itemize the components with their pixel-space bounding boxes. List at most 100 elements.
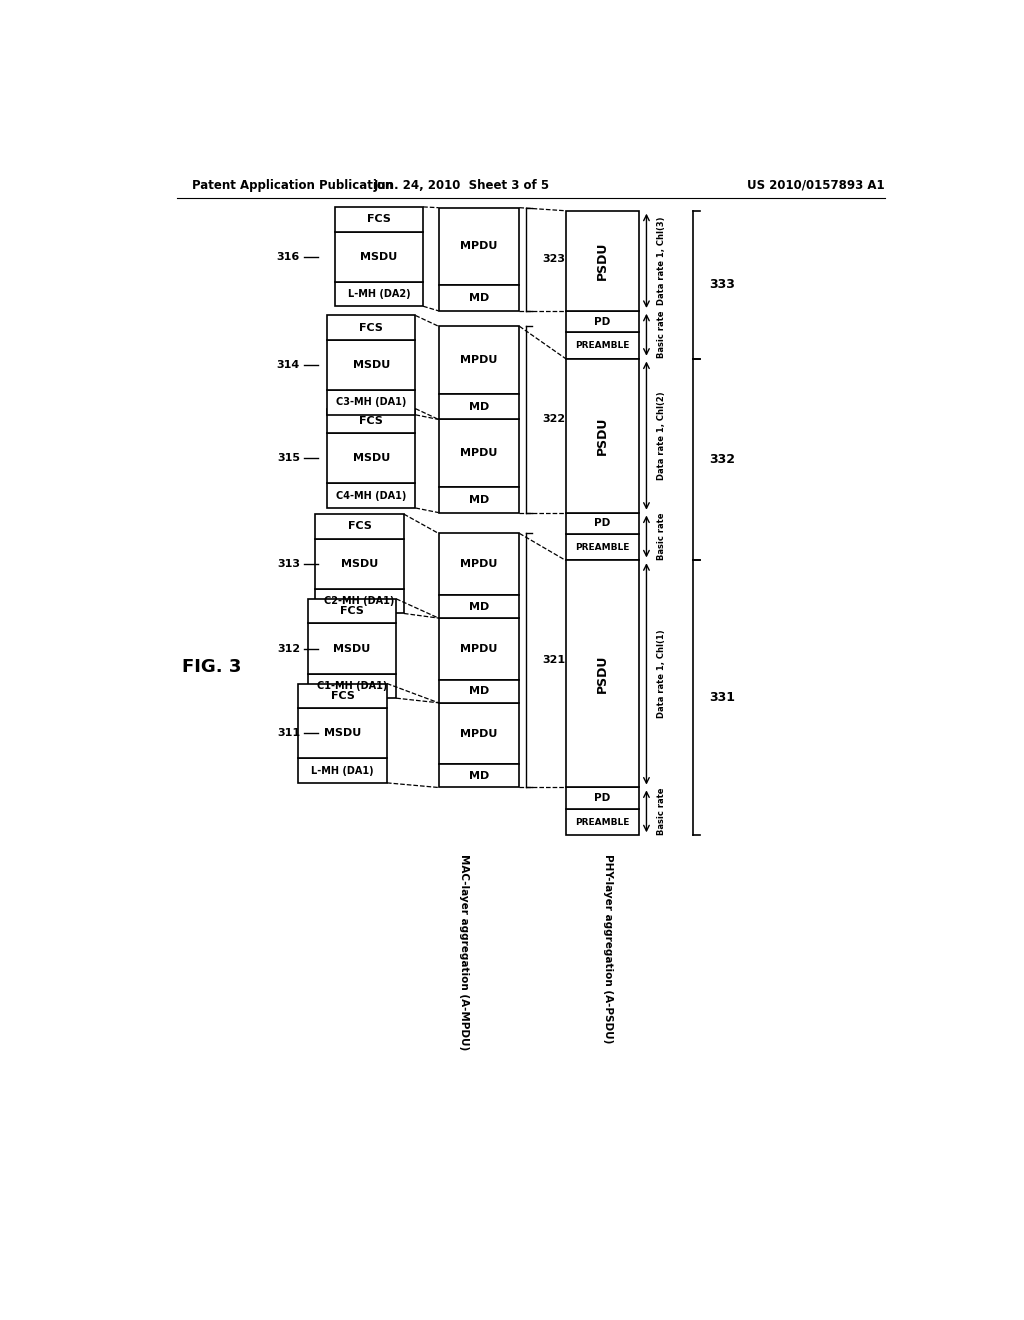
- Bar: [565, 512, 639, 535]
- Text: FCS: FCS: [348, 521, 372, 532]
- Text: PHY-layer aggregation (A-PSDU): PHY-layer aggregation (A-PSDU): [603, 854, 613, 1044]
- Text: 333: 333: [710, 279, 735, 292]
- Text: MPDU: MPDU: [461, 560, 498, 569]
- Text: L-MH (DA2): L-MH (DA2): [347, 289, 411, 298]
- Text: MSDU: MSDU: [352, 453, 390, 463]
- Bar: [327, 315, 416, 341]
- Text: PREAMBLE: PREAMBLE: [575, 543, 630, 552]
- Text: MPDU: MPDU: [461, 644, 498, 653]
- Text: 313: 313: [276, 558, 300, 569]
- Text: L-MH (DA1): L-MH (DA1): [311, 766, 374, 776]
- Text: MD: MD: [469, 602, 489, 611]
- Bar: [335, 231, 423, 281]
- Text: Data rate 1, Chl(2): Data rate 1, Chl(2): [657, 391, 667, 480]
- Text: PD: PD: [594, 519, 610, 528]
- Text: PREAMBLE: PREAMBLE: [575, 817, 630, 826]
- Text: MSDU: MSDU: [333, 644, 371, 653]
- Bar: [315, 589, 403, 614]
- Text: 323: 323: [543, 255, 565, 264]
- Text: PSDU: PSDU: [596, 416, 608, 455]
- Text: Basic rate: Basic rate: [657, 312, 667, 359]
- Bar: [438, 702, 519, 764]
- Bar: [565, 312, 639, 333]
- Text: 322: 322: [543, 414, 565, 425]
- Bar: [438, 395, 519, 420]
- Bar: [327, 391, 416, 414]
- Text: PSDU: PSDU: [596, 655, 608, 693]
- Text: MSDU: MSDU: [360, 252, 397, 261]
- Bar: [335, 207, 423, 231]
- Text: MPDU: MPDU: [461, 729, 498, 739]
- Bar: [298, 684, 387, 708]
- Bar: [315, 539, 403, 589]
- Text: FCS: FCS: [359, 416, 383, 426]
- Text: MD: MD: [469, 495, 489, 504]
- Text: MPDU: MPDU: [461, 449, 498, 458]
- Text: MPDU: MPDU: [461, 355, 498, 366]
- Bar: [438, 420, 519, 487]
- Bar: [298, 708, 387, 758]
- Bar: [327, 483, 416, 508]
- Bar: [335, 281, 423, 306]
- Text: MAC-layer aggregation (A-MPDU): MAC-layer aggregation (A-MPDU): [459, 854, 469, 1051]
- Text: FCS: FCS: [367, 214, 391, 224]
- Bar: [565, 788, 639, 809]
- Bar: [565, 359, 639, 512]
- Bar: [315, 515, 403, 539]
- Text: 316: 316: [276, 252, 300, 261]
- Text: C3-MH (DA1): C3-MH (DA1): [336, 397, 407, 408]
- Text: C4-MH (DA1): C4-MH (DA1): [336, 491, 407, 500]
- Text: MD: MD: [469, 771, 489, 781]
- Text: MSDU: MSDU: [324, 729, 361, 738]
- Text: MSDU: MSDU: [352, 360, 390, 370]
- Text: 332: 332: [710, 453, 735, 466]
- Bar: [438, 207, 519, 285]
- Bar: [327, 433, 416, 483]
- Bar: [438, 285, 519, 312]
- Text: MD: MD: [469, 293, 489, 302]
- Bar: [438, 680, 519, 702]
- Bar: [327, 341, 416, 391]
- Text: PD: PD: [594, 793, 610, 804]
- Bar: [565, 333, 639, 359]
- Text: Basic rate: Basic rate: [657, 788, 667, 836]
- Text: Data rate 1, Chl(1): Data rate 1, Chl(1): [657, 630, 667, 718]
- Text: FIG. 3: FIG. 3: [181, 657, 241, 676]
- Bar: [565, 560, 639, 788]
- Text: MD: MD: [469, 401, 489, 412]
- Bar: [438, 533, 519, 595]
- Text: 314: 314: [276, 360, 300, 370]
- Text: Jun. 24, 2010  Sheet 3 of 5: Jun. 24, 2010 Sheet 3 of 5: [374, 178, 550, 191]
- Bar: [565, 535, 639, 561]
- Text: 315: 315: [276, 453, 300, 463]
- Text: MD: MD: [469, 686, 489, 696]
- Text: FCS: FCS: [359, 323, 383, 333]
- Bar: [565, 211, 639, 312]
- Bar: [307, 673, 396, 698]
- Text: US 2010/0157893 A1: US 2010/0157893 A1: [746, 178, 884, 191]
- Bar: [438, 595, 519, 618]
- Bar: [298, 758, 387, 783]
- Text: 312: 312: [276, 644, 300, 653]
- Bar: [307, 623, 396, 673]
- Text: Patent Application Publication: Patent Application Publication: [193, 178, 393, 191]
- Bar: [565, 809, 639, 836]
- Bar: [327, 409, 416, 433]
- Text: 321: 321: [543, 656, 565, 665]
- Text: Data rate 1, Chl(3): Data rate 1, Chl(3): [657, 216, 667, 305]
- Text: PD: PD: [594, 317, 610, 326]
- Text: MSDU: MSDU: [341, 558, 378, 569]
- Bar: [438, 764, 519, 788]
- Text: MPDU: MPDU: [461, 242, 498, 251]
- Bar: [438, 618, 519, 680]
- Text: 311: 311: [276, 729, 300, 738]
- Text: PSDU: PSDU: [596, 242, 608, 280]
- Bar: [438, 326, 519, 395]
- Text: Basic rate: Basic rate: [657, 512, 667, 560]
- Text: C1-MH (DA1): C1-MH (DA1): [316, 681, 387, 690]
- Text: FCS: FCS: [331, 690, 354, 701]
- Bar: [307, 599, 396, 623]
- Bar: [438, 487, 519, 512]
- Text: PREAMBLE: PREAMBLE: [575, 341, 630, 350]
- Text: 331: 331: [710, 692, 735, 705]
